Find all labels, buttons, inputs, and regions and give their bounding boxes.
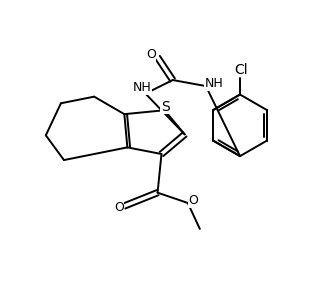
Text: O: O <box>114 201 124 214</box>
Text: Cl: Cl <box>234 63 247 77</box>
Text: NH: NH <box>205 77 224 90</box>
Text: O: O <box>188 194 198 207</box>
Text: O: O <box>146 48 156 62</box>
Text: S: S <box>161 100 170 114</box>
Text: NH: NH <box>132 81 151 94</box>
